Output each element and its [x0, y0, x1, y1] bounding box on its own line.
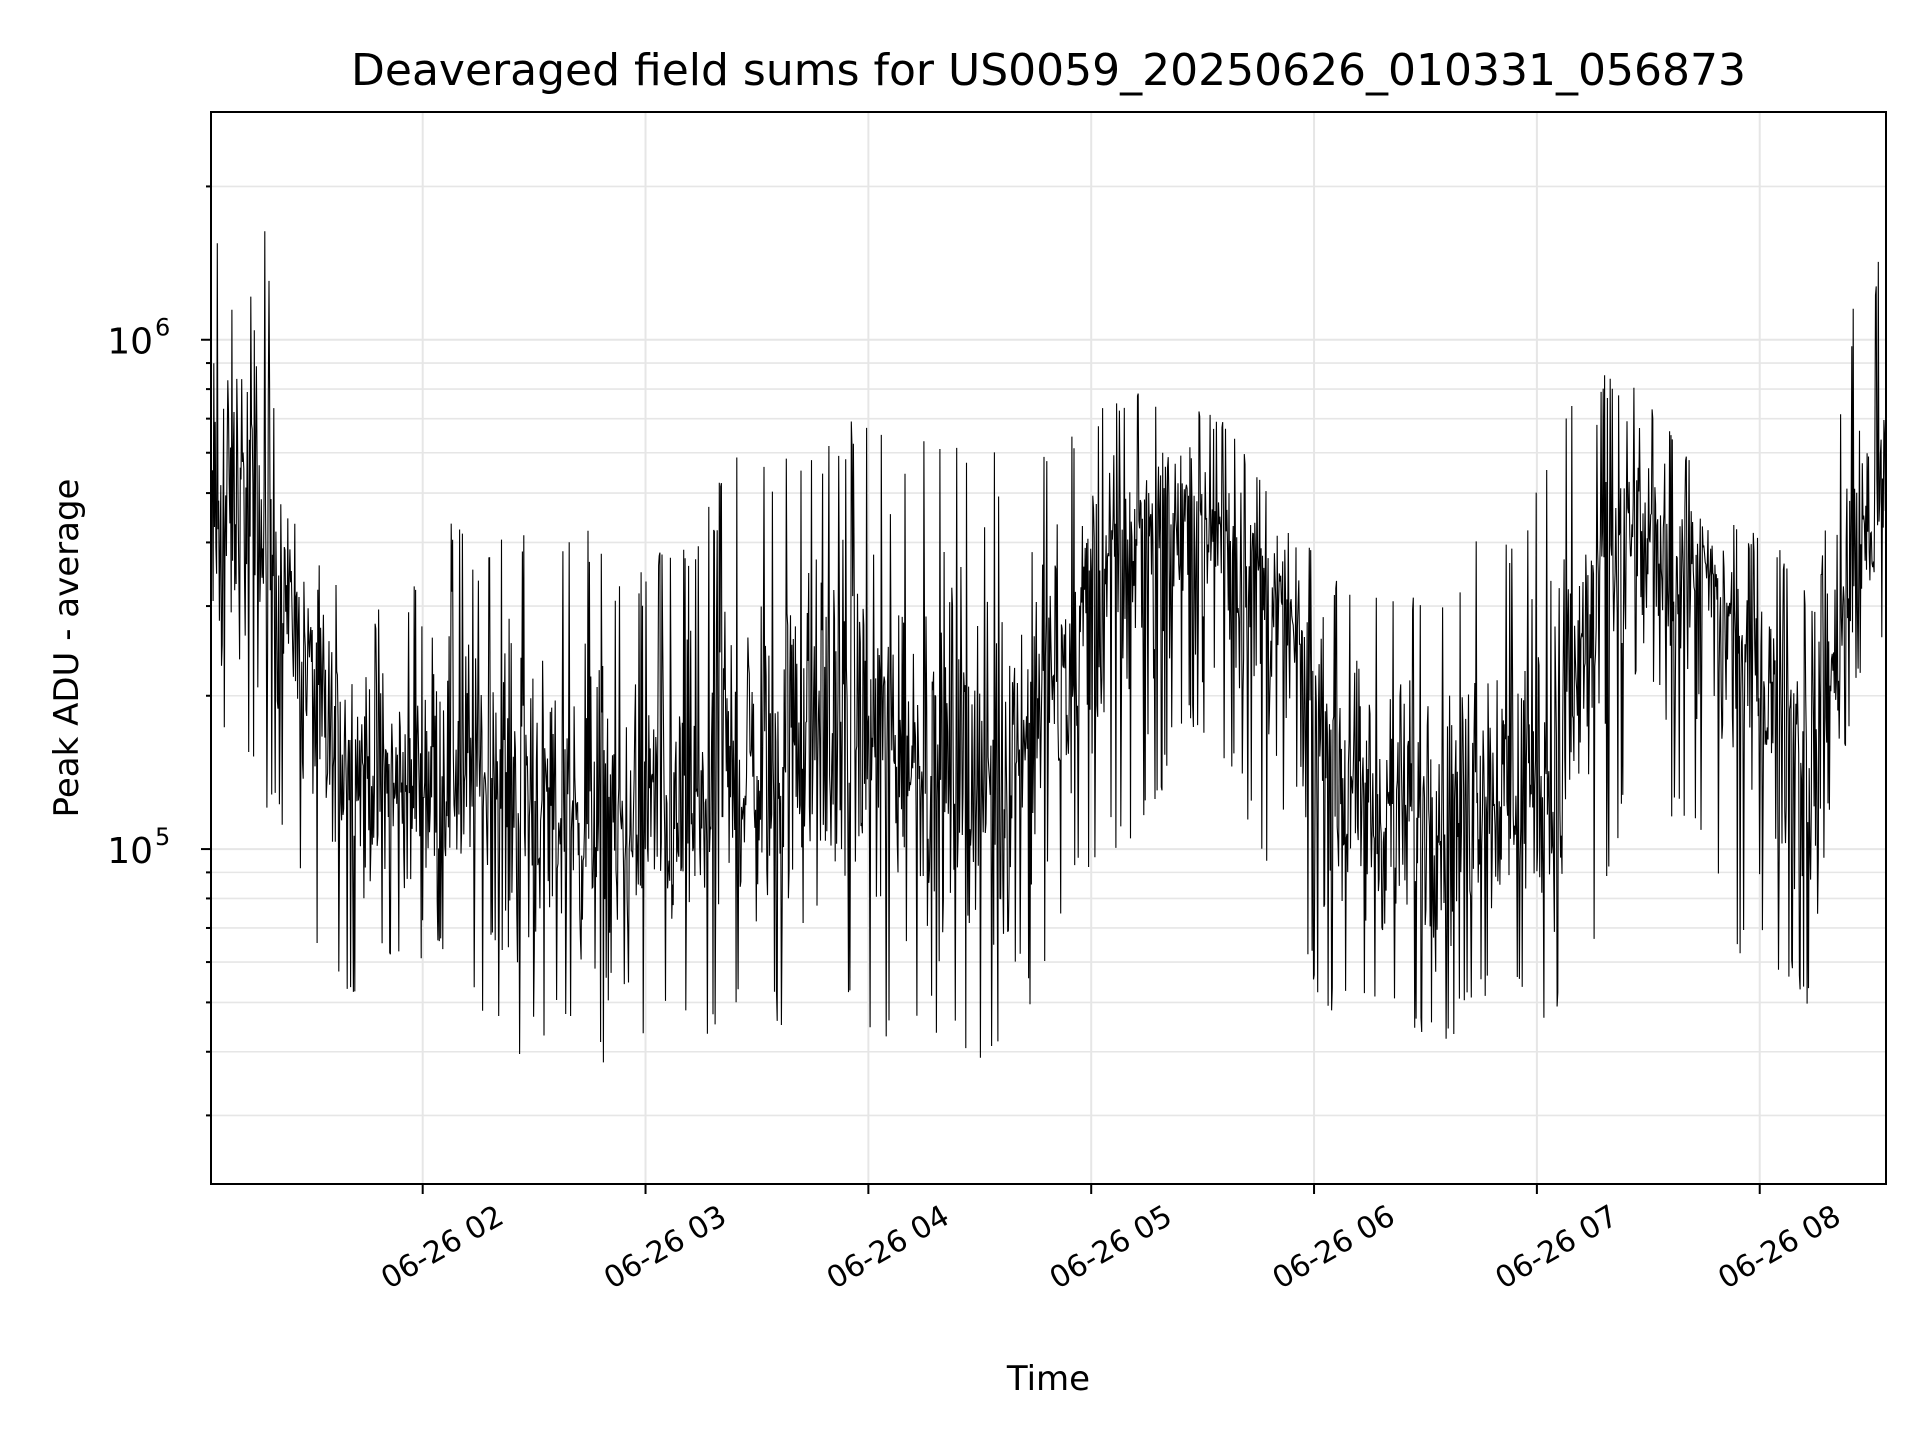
y-tick-label: 10: [107, 831, 153, 872]
y-tick-label: 10: [107, 322, 153, 363]
x-axis-label: Time: [1006, 1359, 1090, 1399]
plot-frame: [210, 111, 1887, 1185]
y-tick-exponent: 5: [155, 823, 170, 851]
line-layer: [210, 231, 1887, 1063]
y-axis-label: Peak ADU - average: [47, 479, 87, 818]
chart-title: Deaveraged field sums for US0059_2025062…: [351, 45, 1746, 96]
data-series-line: [210, 231, 1887, 1063]
y-tick-exponent: 6: [155, 314, 170, 342]
